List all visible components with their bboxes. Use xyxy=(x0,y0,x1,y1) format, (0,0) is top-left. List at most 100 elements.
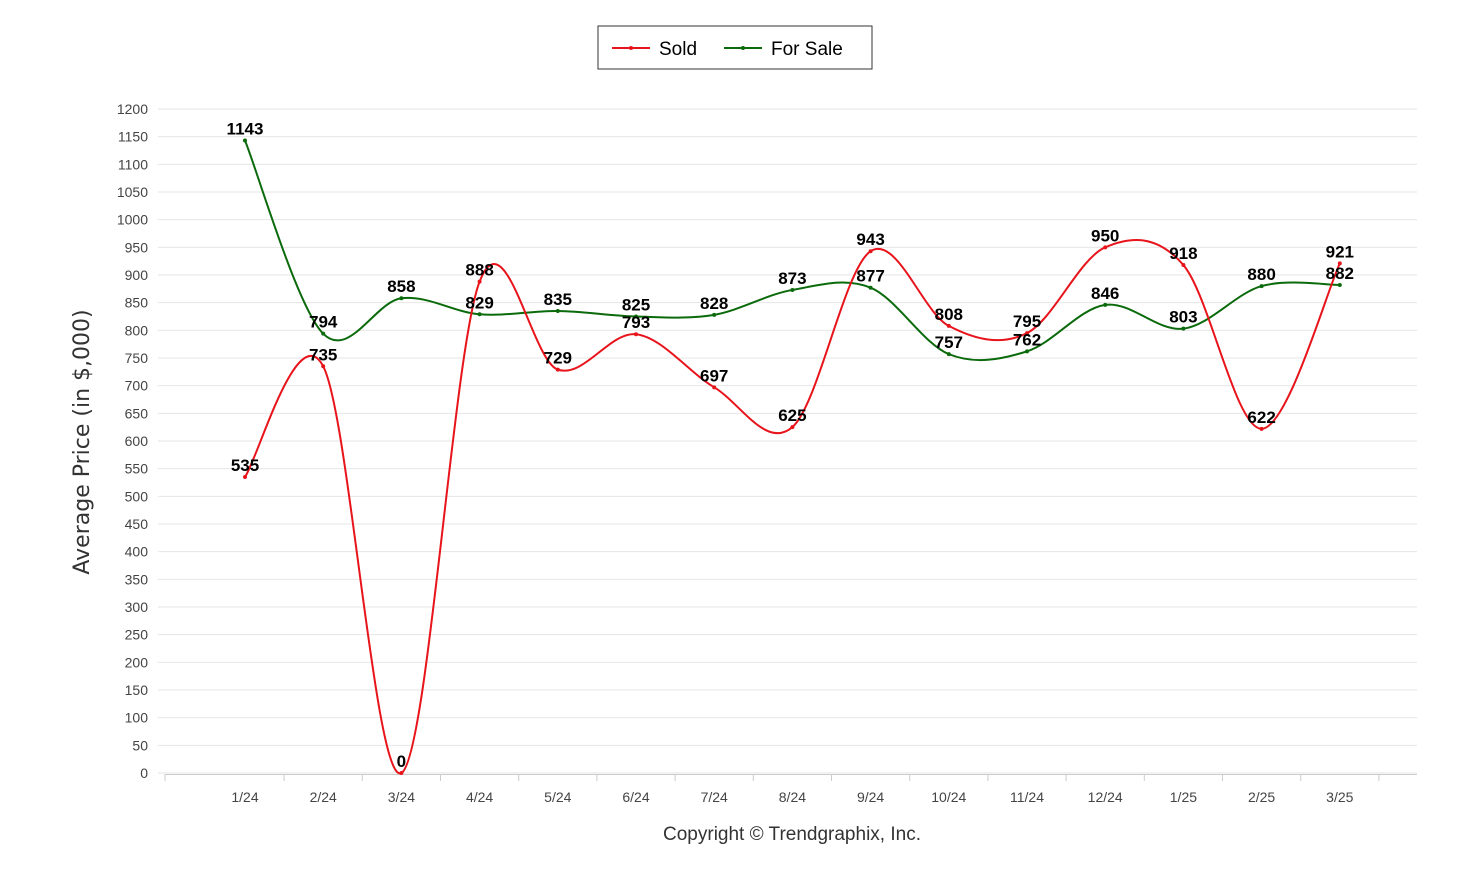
data-label-sold: 0 xyxy=(397,752,406,771)
data-point-for-sale xyxy=(946,352,951,357)
legend-item-for-sale: For Sale xyxy=(724,39,843,60)
data-label-for-sale: 794 xyxy=(309,313,338,332)
y-tick-label: 1150 xyxy=(118,129,148,145)
x-tick-label: 11/24 xyxy=(1010,789,1044,805)
data-point-for-sale xyxy=(243,138,247,143)
x-tick-labels: 1/24 2/24 3/24 4/24 5/24 6/24 7/24 8/24 9/24 10/2… xyxy=(231,789,1353,805)
y-tick-label: 1200 xyxy=(117,101,148,117)
x-tick-label: 4/24 xyxy=(466,789,493,805)
data-point-sold xyxy=(634,332,638,337)
x-tick-label: 1/24 xyxy=(231,789,258,805)
data-label-for-sale: 828 xyxy=(700,294,728,313)
data-point-sold xyxy=(321,364,326,369)
data-label-for-sale: 757 xyxy=(935,333,963,352)
x-tick-label: 2/24 xyxy=(310,789,337,805)
data-label-for-sale: 803 xyxy=(1169,308,1197,327)
y-tick-label: 300 xyxy=(125,599,149,615)
y-tick-label: 750 xyxy=(125,350,149,366)
data-point-sold xyxy=(1025,331,1029,336)
copyright-text: Copyright © Trendgraphix, Inc. xyxy=(663,824,921,845)
data-label-sold: 793 xyxy=(622,313,650,332)
data-point-for-sale xyxy=(399,296,404,301)
data-label-for-sale: 880 xyxy=(1247,265,1275,284)
data-point-for-sale xyxy=(1025,349,1029,354)
data-point-for-sale xyxy=(1337,282,1342,287)
data-label-sold: 888 xyxy=(465,261,493,280)
x-tick-label: 3/25 xyxy=(1326,789,1353,805)
data-label-for-sale: 1143 xyxy=(227,120,264,139)
y-axis-title: Average Price (in $,000) xyxy=(70,309,95,574)
y-tick-label: 700 xyxy=(125,378,149,394)
y-tick-label: 950 xyxy=(125,239,149,255)
y-tick-label: 400 xyxy=(125,544,149,560)
data-labels: 535 735 0 888 729 793 697 625 943 808 795 950 918 622… xyxy=(227,120,1354,771)
series-sold xyxy=(243,238,1342,775)
x-tick-label: 2/25 xyxy=(1248,789,1275,805)
data-point-for-sale xyxy=(790,287,795,292)
legend-label-sold: Sold xyxy=(659,39,697,60)
series-for-sale xyxy=(243,138,1342,362)
y-tick-label: 1000 xyxy=(117,212,148,228)
data-label-sold: 622 xyxy=(1247,408,1275,427)
y-tick-label: 450 xyxy=(125,516,149,532)
legend-items: Sold For Sale xyxy=(612,39,843,60)
data-point-sold xyxy=(243,474,247,479)
y-tick-label: 200 xyxy=(125,654,149,670)
y-tick-label: 550 xyxy=(125,461,149,477)
legend-marker-sold xyxy=(629,46,633,50)
series-line-sold xyxy=(244,238,1341,775)
x-tick-label: 6/24 xyxy=(622,789,649,805)
data-label-sold: 943 xyxy=(856,230,884,249)
data-point-sold xyxy=(1337,261,1342,266)
data-label-for-sale: 762 xyxy=(1013,330,1041,349)
y-tick-label: 50 xyxy=(132,737,148,753)
x-tick-label: 3/24 xyxy=(388,789,415,805)
y-tick-label: 1050 xyxy=(117,184,148,200)
data-point-sold xyxy=(712,385,717,390)
data-point-sold xyxy=(399,771,404,775)
data-label-for-sale: 882 xyxy=(1326,264,1354,283)
data-label-for-sale: 873 xyxy=(778,269,806,288)
y-tick-label: 1100 xyxy=(118,156,148,172)
data-point-sold xyxy=(1181,263,1186,268)
x-tick-label: 5/24 xyxy=(544,789,571,805)
series-line-for-sale xyxy=(244,140,1340,362)
x-tick-label: 8/24 xyxy=(779,789,806,805)
legend: Sold For Sale xyxy=(597,25,873,70)
y-tick-labels: 0 50 100 150 200 250 300 350 400 450 500 550 600 650 7… xyxy=(117,101,148,781)
data-point-for-sale xyxy=(868,285,873,290)
data-label-for-sale: 877 xyxy=(856,267,884,286)
data-point-sold xyxy=(555,367,560,372)
data-label-sold: 808 xyxy=(935,305,963,324)
data-label-sold: 697 xyxy=(700,366,728,385)
x-tick-label: 9/24 xyxy=(857,789,884,805)
data-point-for-sale xyxy=(555,308,560,313)
data-label-for-sale: 825 xyxy=(622,296,650,315)
y-tick-label: 500 xyxy=(125,488,149,504)
data-point-for-sale xyxy=(1103,302,1108,307)
x-tick-label: 10/24 xyxy=(931,789,966,805)
data-label-sold: 921 xyxy=(1326,242,1354,261)
y-tick-label: 250 xyxy=(125,627,149,643)
grid-lines xyxy=(158,108,1417,774)
data-point-for-sale xyxy=(1259,284,1264,289)
y-tick-label: 100 xyxy=(125,710,149,726)
data-point-for-sale xyxy=(1181,326,1186,331)
data-point-sold xyxy=(946,323,951,328)
data-label-sold: 735 xyxy=(309,345,337,364)
y-tick-label: 150 xyxy=(125,682,149,698)
y-tick-label: 350 xyxy=(125,571,149,587)
legend-item-sold: Sold xyxy=(612,39,697,60)
data-point-sold xyxy=(1103,245,1108,250)
x-tick-label: 12/24 xyxy=(1088,789,1123,805)
data-label-sold: 729 xyxy=(544,349,572,368)
data-point-sold xyxy=(790,425,795,430)
y-tick-label: 850 xyxy=(125,295,149,311)
x-tick-label: 7/24 xyxy=(701,789,728,805)
y-tick-label: 600 xyxy=(125,433,149,449)
y-tick-label: 800 xyxy=(125,322,149,338)
data-point-sold xyxy=(477,279,482,284)
axes xyxy=(164,774,1417,781)
x-tick-label: 1/25 xyxy=(1170,789,1197,805)
